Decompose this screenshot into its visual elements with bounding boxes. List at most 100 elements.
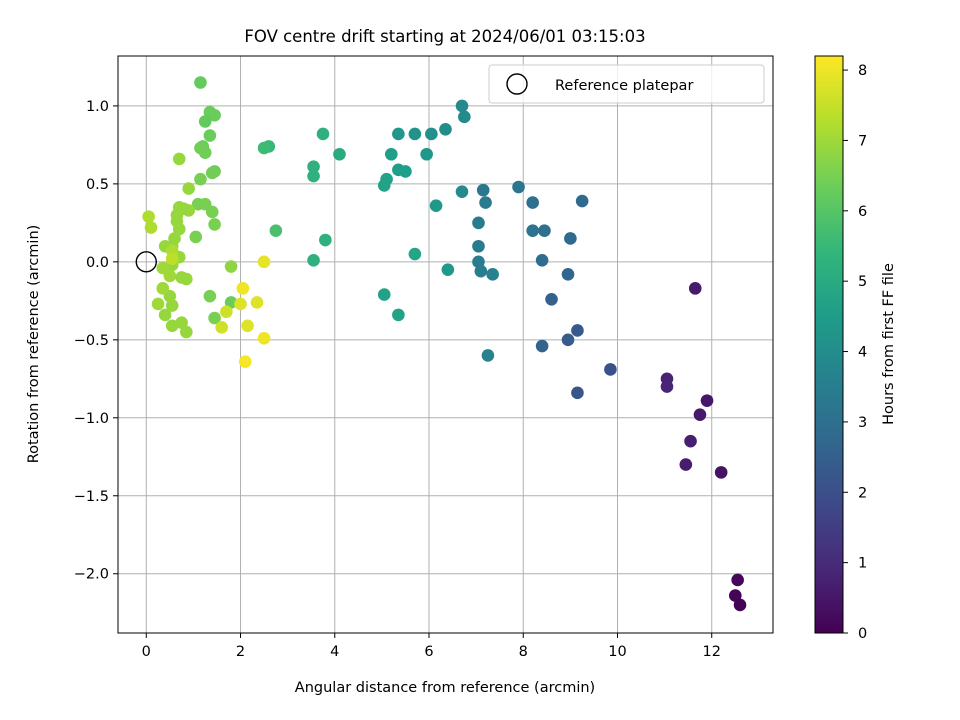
data-point-35	[455, 185, 469, 198]
data-point-12	[571, 386, 584, 400]
colorbar	[815, 56, 843, 633]
data-point-18	[575, 194, 589, 208]
data-point-50	[408, 247, 422, 261]
data-point-54	[307, 169, 320, 183]
data-point-62	[208, 108, 221, 122]
data-point-21	[526, 196, 539, 209]
data-point-76	[203, 289, 217, 303]
data-point-109	[215, 321, 228, 334]
data-point-45	[399, 165, 412, 178]
data-point-30	[474, 264, 488, 278]
data-point-0	[733, 598, 747, 612]
data-point-24	[512, 180, 525, 194]
data-point-53	[307, 160, 320, 174]
y-tick-label: −1.5	[74, 489, 109, 505]
data-point-111	[234, 297, 247, 311]
data-point-10	[660, 380, 674, 393]
data-point-19	[564, 232, 577, 245]
data-point-15	[545, 292, 558, 306]
y-axis-label: Rotation from reference (arcmin)	[26, 225, 42, 464]
data-point-113	[241, 319, 254, 333]
data-point-7	[679, 458, 693, 471]
data-point-116	[257, 331, 271, 345]
data-point-41	[429, 199, 443, 213]
data-point-69	[205, 166, 219, 180]
data-point-97	[158, 308, 172, 322]
data-point-74	[208, 218, 221, 231]
data-point-28	[472, 239, 485, 253]
data-point-87	[172, 222, 186, 236]
data-point-60	[194, 76, 207, 89]
colorbar-tick-label: 2	[858, 485, 867, 501]
data-point-23	[526, 224, 539, 237]
data-point-75	[189, 230, 203, 244]
data-point-4	[700, 394, 714, 407]
colorbar-tick-label: 7	[858, 133, 867, 149]
chart-title: FOV centre drift starting at 2024/06/01 …	[244, 27, 645, 46]
data-point-26	[479, 196, 492, 209]
x-tick-label: 12	[703, 644, 721, 660]
x-tick-label: 6	[424, 644, 433, 660]
data-point-107	[142, 210, 155, 223]
data-point-58	[257, 141, 271, 155]
data-point-80	[172, 152, 186, 166]
data-point-32	[481, 349, 495, 362]
colorbar-tick-label: 5	[858, 274, 867, 290]
data-point-55	[319, 233, 332, 247]
data-point-2	[731, 573, 744, 587]
data-point-51	[333, 147, 346, 161]
colorbar-tick-label: 8	[858, 63, 867, 79]
data-point-16	[535, 339, 549, 353]
data-point-78	[224, 296, 238, 309]
y-tick-label: 0.5	[86, 177, 109, 193]
x-tick-label: 10	[608, 644, 626, 660]
y-axis-ticks: 1.0 0.5 0.0 −0.5 −1.0 −1.5 −2.0	[74, 99, 118, 583]
data-point-115	[236, 282, 250, 295]
colorbar-tick-label: 0	[858, 626, 867, 642]
data-point-17	[561, 268, 575, 281]
data-point-64	[203, 129, 217, 142]
data-point-13	[571, 324, 584, 337]
data-point-99	[175, 316, 188, 329]
colorbar-ticks: 0 1 2 3 4 5 6 7 8	[843, 63, 867, 642]
data-point-48	[377, 288, 391, 301]
data-point-27	[472, 216, 485, 230]
data-point-73	[205, 205, 219, 219]
grid-lines	[118, 56, 773, 633]
colorbar-tick-label: 4	[858, 345, 867, 361]
data-point-103	[151, 297, 165, 311]
data-point-104	[156, 261, 170, 275]
data-point-110	[220, 305, 233, 319]
data-point-8	[684, 434, 697, 448]
data-point-37	[425, 127, 438, 141]
data-point-63	[198, 115, 212, 128]
data-point-6	[688, 282, 702, 295]
data-point-67	[198, 146, 212, 159]
data-point-49	[392, 308, 405, 322]
data-point-102	[156, 282, 170, 295]
data-point-96	[165, 299, 179, 312]
y-tick-label: 1.0	[86, 99, 109, 115]
data-point-14	[561, 333, 575, 347]
data-point-100	[180, 325, 193, 339]
y-tick-label: −0.5	[74, 333, 109, 349]
colorbar-tick-label: 3	[858, 415, 867, 431]
legend-box	[488, 64, 765, 104]
plot-frame	[117, 55, 774, 634]
reference-platepar-marker	[135, 251, 157, 273]
colorbar-tick-label: 1	[858, 556, 867, 572]
data-point-108	[165, 252, 179, 266]
data-point-117	[238, 355, 252, 368]
data-point-94	[180, 272, 193, 286]
data-point-52	[316, 127, 330, 141]
data-point-33	[455, 99, 469, 113]
x-axis-label: Angular distance from reference (arcmin)	[295, 680, 595, 696]
legend-reference-marker	[506, 73, 528, 95]
data-point-40	[420, 147, 433, 161]
x-tick-label: 0	[142, 644, 151, 660]
data-point-31	[486, 268, 499, 281]
data-point-42	[441, 263, 455, 276]
data-point-106	[144, 221, 158, 234]
data-point-79	[224, 260, 238, 273]
legend-entry-reference: Reference platepar	[555, 78, 693, 94]
